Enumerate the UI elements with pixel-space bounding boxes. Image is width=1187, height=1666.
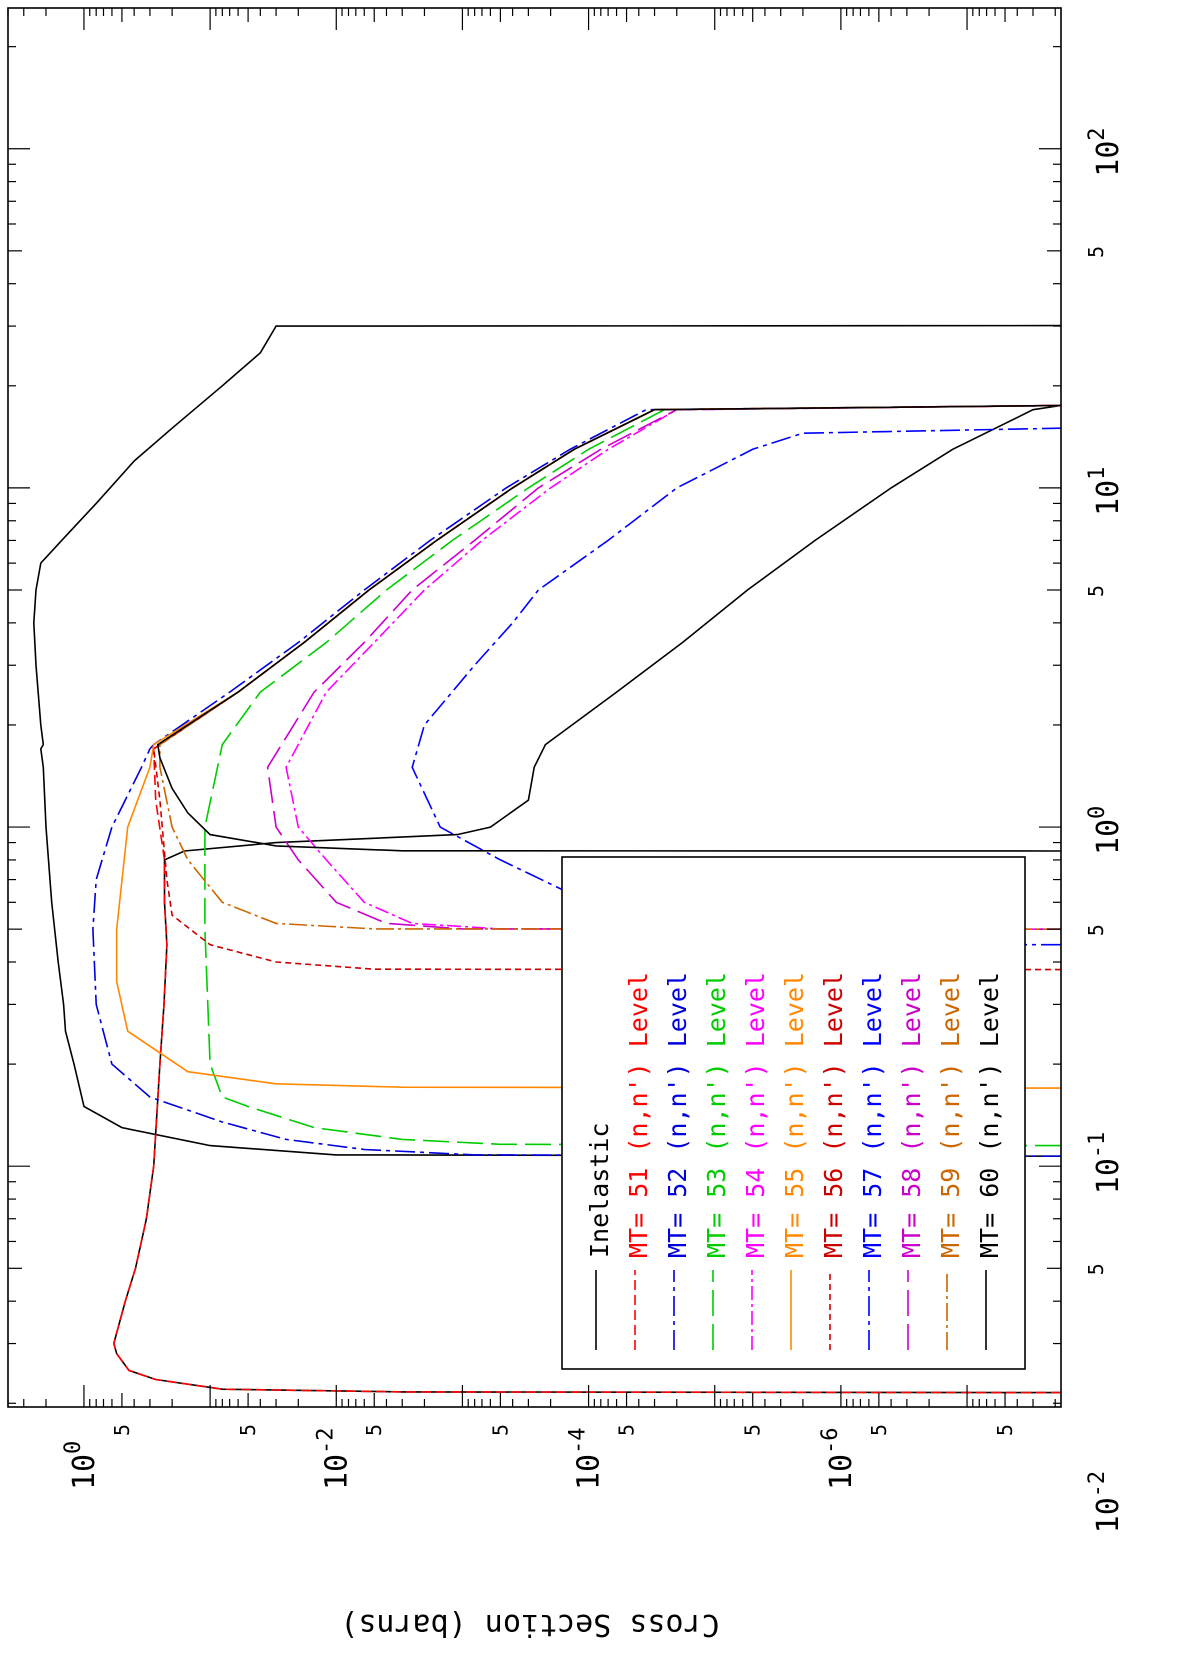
y-tick-label-minor: 5 [362,1424,386,1436]
plot-frame [7,7,1062,1408]
y-tick-label-exponent: -2 [313,1428,338,1455]
x-tick-label-exponent: -2 [1085,1471,1110,1498]
y-tick-label-base: 10 [824,1454,859,1490]
x-tick-label-base: 10 [1091,141,1126,177]
y-tick-label-minor: 5 [993,1424,1017,1436]
x-tick-label-exponent: -1 [1085,1132,1110,1159]
y-tick-label-minor: 5 [236,1424,260,1436]
y-tick-label-base: 10 [67,1454,102,1490]
series-line-inelastic [112,404,1061,1394]
x-tick-label-exponent: 0 [1085,806,1110,819]
y-tick-label-base: 10 [572,1454,607,1490]
x-tick-label-base: 10 [1091,1497,1126,1533]
x-tick-label: 10-1 [1085,1132,1126,1195]
x-tick-label: 102 [1085,127,1126,176]
series-line-mt-51 [112,404,1061,1394]
series-line-mt-52 [92,404,1061,1157]
y-tick-label-minor: 5 [741,1424,765,1436]
x-tick-label: 101 [1085,467,1126,516]
legend-label: MT= 57 (n,n') Level [858,972,887,1258]
x-tick-label-minor: 5 [1084,924,1108,936]
y-tick-label-minor: 5 [488,1424,512,1436]
x-tick-label: 10-2 [1085,1471,1126,1534]
series-line-mt-58 [266,404,1061,930]
legend: Inelastic MT= 51 (n,n') Level MT= 52 (n,n'… [561,856,1026,1370]
x-tick-label: 100 [1085,806,1126,855]
legend-label: Inelastic [585,1123,614,1258]
y-tick-label: 10-6 [818,1428,859,1491]
legend-label: MT= 54 (n,n') Level [741,972,770,1258]
legend-label: MT= 55 (n,n') Level [780,972,809,1258]
x-tick-label-minor: 5 [1084,246,1108,258]
y-tick-label-exponent: -6 [818,1428,843,1455]
x-tick-label-base: 10 [1091,819,1126,855]
series-line-inelastic-total [32,324,1061,1157]
y-axis-label: Cross Section (barns) [340,1607,719,1642]
y-tick-label: 100 [61,1441,102,1490]
y-tick-label: 10-2 [313,1428,354,1491]
x-tick-label-exponent: 2 [1085,127,1110,140]
legend-label: MT= 53 (n,n') Level [702,972,731,1258]
legend-label: MT= 52 (n,n') Level [663,972,692,1258]
y-tick-label: 10-4 [566,1428,607,1491]
y-tick-label-minor: 5 [110,1424,134,1436]
legend-label: MT= 59 (n,n') Level [936,972,965,1258]
series-line-mt-60 [156,404,1061,852]
legend-label: MT= 60 (n,n') Level [975,972,1004,1258]
legend-label: MT= 56 (n,n') Level [819,972,848,1258]
series-line-mt-53 [204,404,1061,1147]
axes [7,7,1062,1408]
x-tick-label-minor: 5 [1084,585,1108,597]
plot-area [32,324,1061,1394]
series-line-mt-56 [152,404,1061,971]
y-tick-label-base: 10 [319,1454,354,1490]
x-tick-label-exponent: 1 [1085,467,1110,480]
legend-label: MT= 51 (n,n') Level [624,972,653,1258]
y-tick-label-minor: 5 [615,1424,639,1436]
y-tick-label-minor: 5 [867,1424,891,1436]
y-tick-label-exponent: 0 [61,1441,86,1454]
legend-box [561,856,1026,1370]
y-tick-label-exponent: -4 [566,1428,591,1455]
x-tick-label-base: 10 [1091,480,1126,516]
x-tick-label-minor: 5 [1084,1263,1108,1275]
x-tick-label-base: 10 [1091,1158,1126,1194]
legend-label: MT= 58 (n,n') Level [897,972,926,1258]
